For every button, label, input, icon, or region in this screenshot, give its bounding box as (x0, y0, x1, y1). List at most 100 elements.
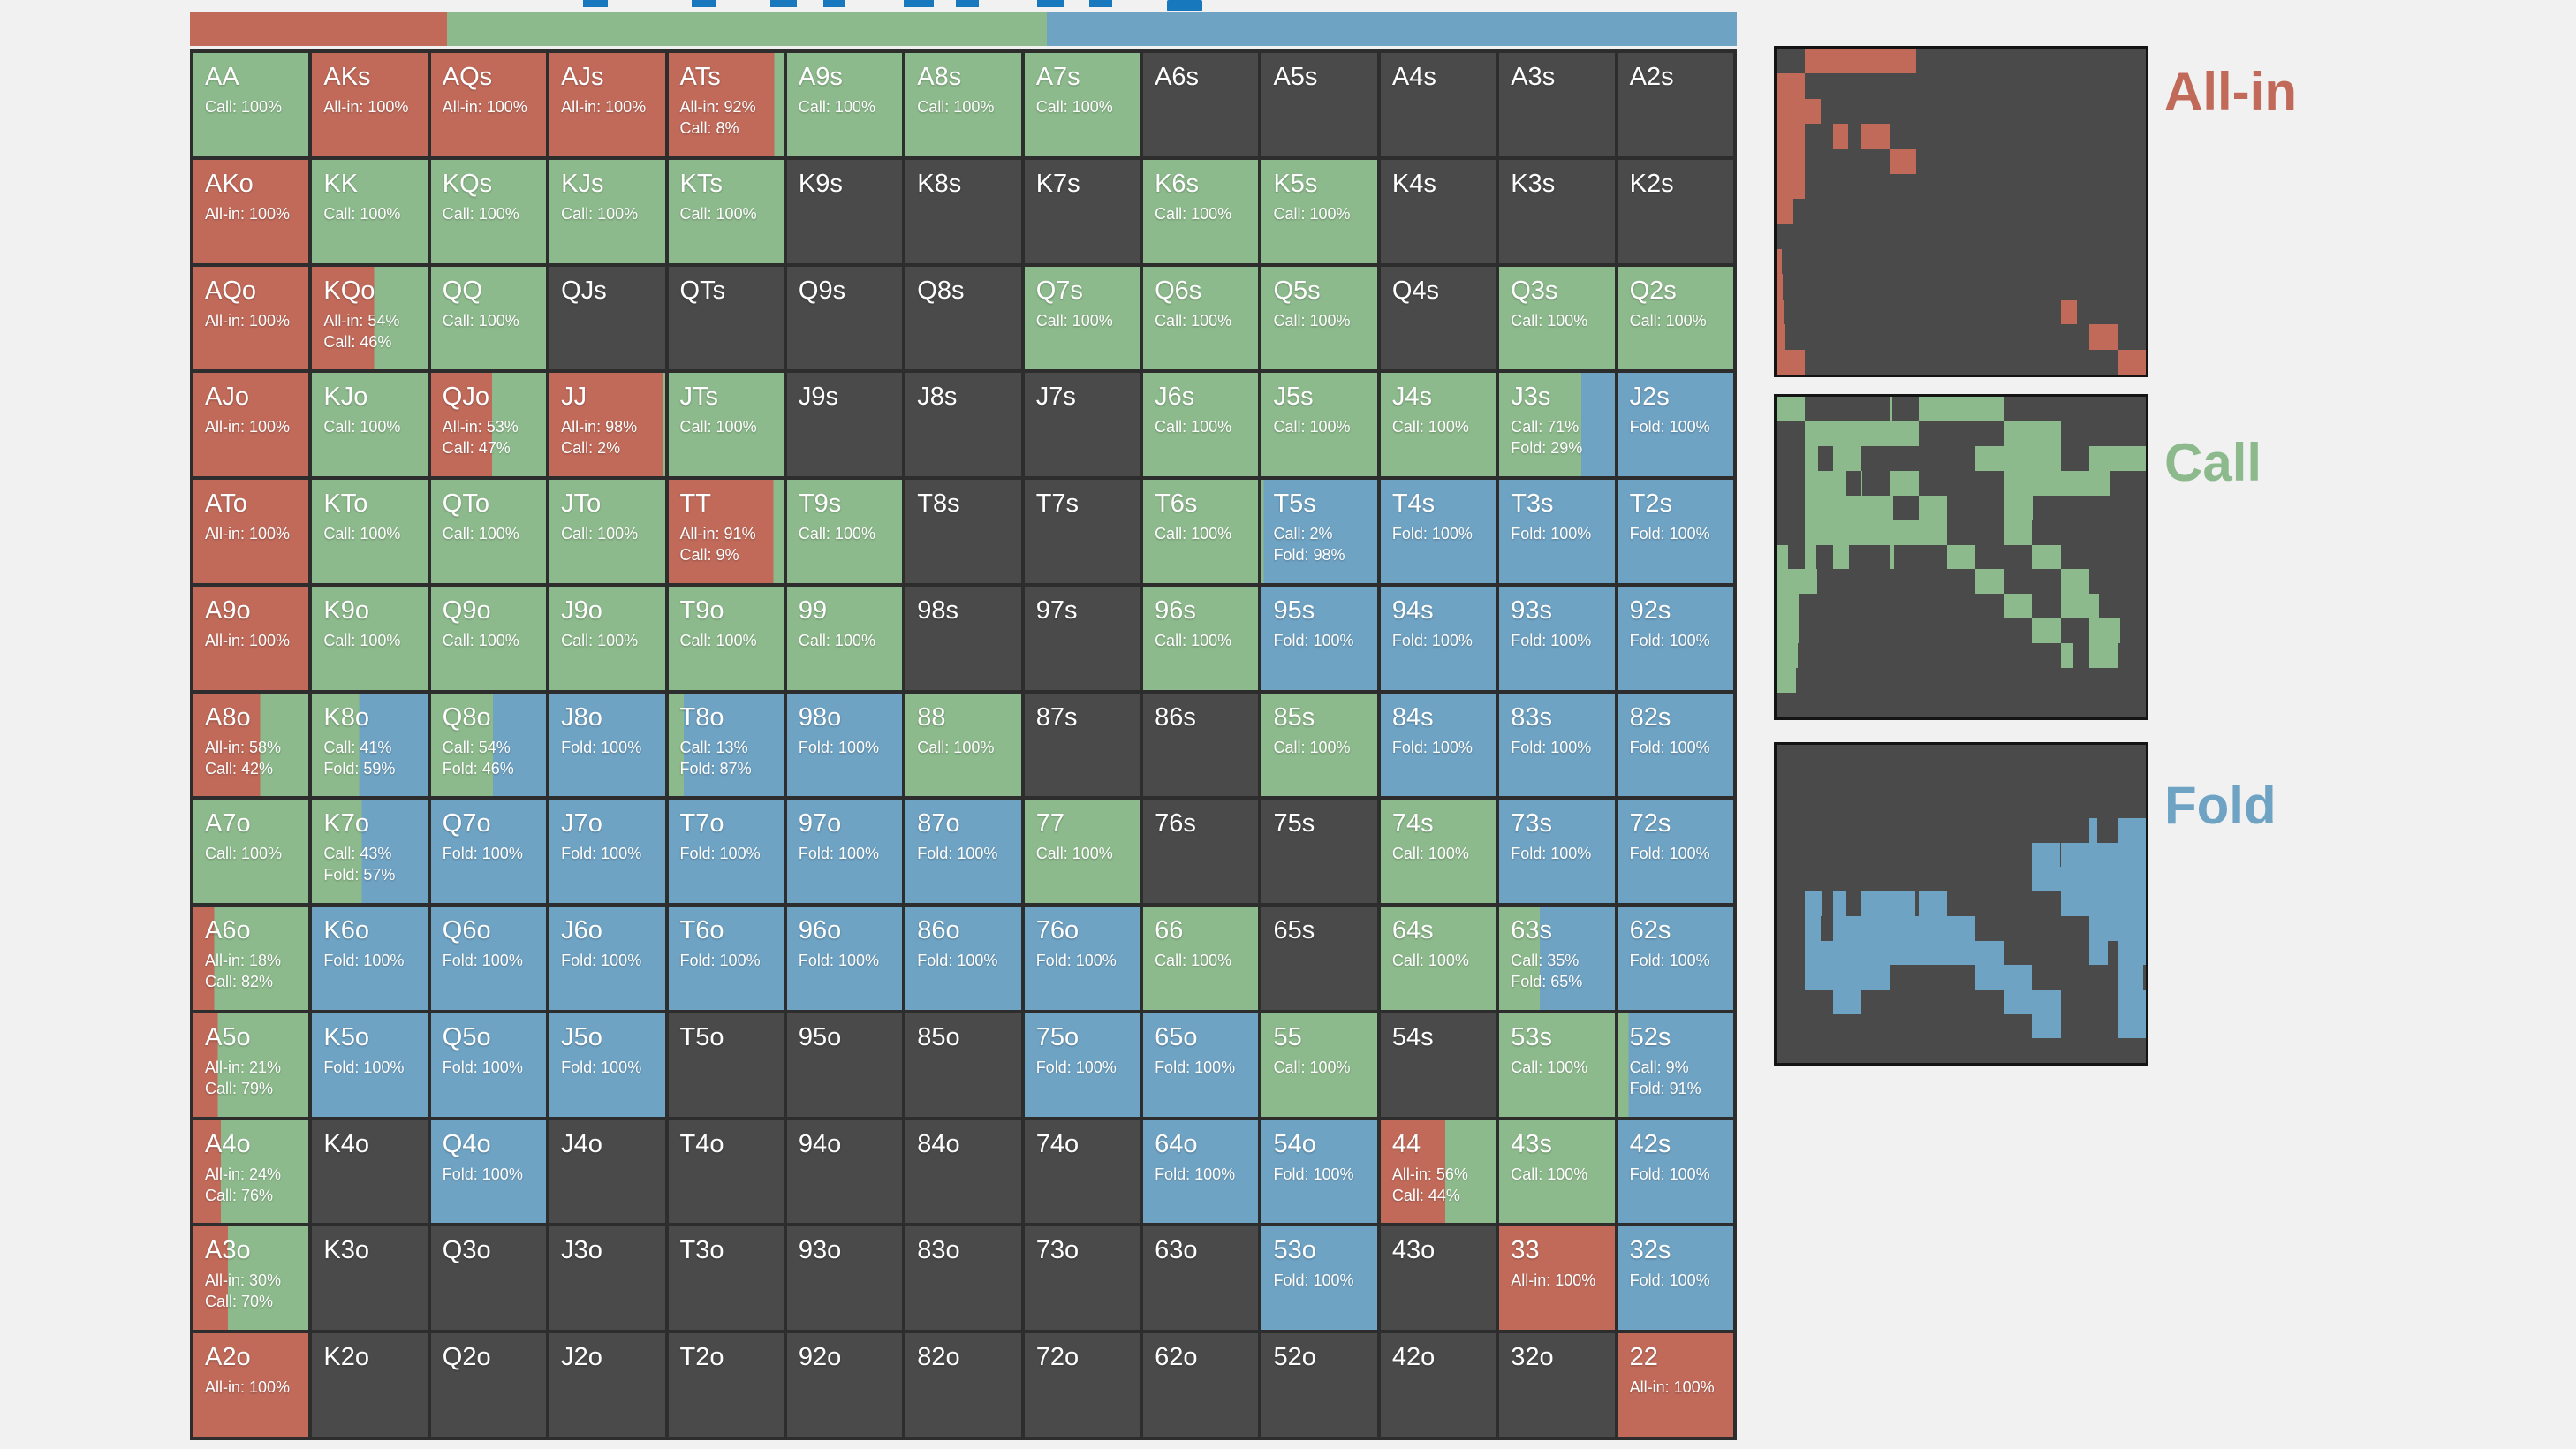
hand-cell-KTs[interactable]: KTs Call: 100% (668, 159, 784, 263)
hand-cell-Q9s[interactable]: Q9s (786, 266, 903, 370)
hand-cell-97s[interactable]: 97s (1024, 586, 1140, 690)
hand-cell-82s[interactable]: 82s Fold: 100% (1618, 693, 1733, 797)
hand-cell-95s[interactable]: 95s Fold: 100% (1261, 586, 1377, 690)
hand-cell-J6o[interactable]: J6o Fold: 100% (549, 907, 665, 1010)
hand-cell-AA[interactable]: AA Call: 100% (193, 53, 309, 156)
hand-cell-Q7o[interactable]: Q7o Fold: 100% (430, 800, 547, 904)
hand-cell-Q4o[interactable]: Q4o Fold: 100% (430, 1119, 547, 1224)
hand-cell-Q9o[interactable]: Q9o Call: 100% (430, 586, 547, 690)
hand-cell-J7o[interactable]: J7o Fold: 100% (549, 800, 665, 904)
hand-cell-52o[interactable]: 52o (1261, 1333, 1377, 1437)
hand-cell-Q8s[interactable]: Q8s (905, 266, 1021, 370)
hand-cell-K5o[interactable]: K5o Fold: 100% (312, 1013, 428, 1117)
hand-cell-Q8o[interactable]: Q8o Call: 54% Fold: 46% (430, 693, 547, 797)
hand-cell-94s[interactable]: 94s Fold: 100% (1380, 586, 1496, 690)
hand-cell-T8s[interactable]: T8s (905, 480, 1021, 583)
hand-cell-43o[interactable]: 43o (1380, 1226, 1496, 1331)
hand-cell-A8s[interactable]: A8s Call: 100% (905, 53, 1021, 156)
hand-cell-85s[interactable]: 85s Call: 100% (1261, 693, 1377, 797)
hand-cell-A9s[interactable]: A9s Call: 100% (786, 53, 903, 156)
hand-cell-T8o[interactable]: T8o Call: 13% Fold: 87% (668, 693, 784, 797)
hand-cell-Q2o[interactable]: Q2o (430, 1333, 547, 1437)
hand-cell-93o[interactable]: 93o (786, 1226, 903, 1331)
hand-cell-KQo[interactable]: KQo All-in: 54% Call: 46% (312, 266, 428, 370)
hand-cell-T2o[interactable]: T2o (668, 1333, 784, 1437)
hand-cell-J7s[interactable]: J7s (1024, 373, 1140, 477)
hand-cell-86o[interactable]: 86o Fold: 100% (905, 907, 1021, 1010)
hand-cell-T3o[interactable]: T3o (668, 1226, 784, 1331)
hand-cell-A4o[interactable]: A4o All-in: 24% Call: 76% (193, 1119, 309, 1224)
hand-cell-T5o[interactable]: T5o (668, 1013, 784, 1117)
hand-cell-62s[interactable]: 62s Fold: 100% (1618, 907, 1733, 1010)
hand-cell-J4o[interactable]: J4o (549, 1119, 665, 1224)
hand-cell-K2s[interactable]: K2s (1618, 159, 1733, 263)
hand-cell-74o[interactable]: 74o (1024, 1119, 1140, 1224)
hand-cell-JTo[interactable]: JTo Call: 100% (549, 480, 665, 583)
hand-cell-65o[interactable]: 65o Fold: 100% (1143, 1013, 1259, 1117)
hand-cell-76o[interactable]: 76o Fold: 100% (1024, 907, 1140, 1010)
hand-cell-KJs[interactable]: KJs Call: 100% (549, 159, 665, 263)
hand-cell-K5s[interactable]: K5s Call: 100% (1261, 159, 1377, 263)
hand-cell-T5s[interactable]: T5s Call: 2% Fold: 98% (1261, 480, 1377, 583)
hand-cell-Q7s[interactable]: Q7s Call: 100% (1024, 266, 1140, 370)
hand-cell-J2s[interactable]: J2s Fold: 100% (1618, 373, 1733, 477)
hand-cell-T9o[interactable]: T9o Call: 100% (668, 586, 784, 690)
hand-cell-J2o[interactable]: J2o (549, 1333, 665, 1437)
hand-cell-K9o[interactable]: K9o Call: 100% (312, 586, 428, 690)
hand-cell-84o[interactable]: 84o (905, 1119, 1021, 1224)
hand-cell-66[interactable]: 66 Call: 100% (1143, 907, 1259, 1010)
hand-cell-92s[interactable]: 92s Fold: 100% (1618, 586, 1733, 690)
hand-cell-ATo[interactable]: ATo All-in: 100% (193, 480, 309, 583)
hand-cell-AKs[interactable]: AKs All-in: 100% (312, 53, 428, 156)
hand-cell-84s[interactable]: 84s Fold: 100% (1380, 693, 1496, 797)
hand-cell-87o[interactable]: 87o Fold: 100% (905, 800, 1021, 904)
hand-cell-63o[interactable]: 63o (1143, 1226, 1259, 1331)
hand-cell-K6o[interactable]: K6o Fold: 100% (312, 907, 428, 1010)
hand-cell-74s[interactable]: 74s Call: 100% (1380, 800, 1496, 904)
hand-cell-JTs[interactable]: JTs Call: 100% (668, 373, 784, 477)
hand-cell-95o[interactable]: 95o (786, 1013, 903, 1117)
hand-cell-82o[interactable]: 82o (905, 1333, 1021, 1437)
hand-cell-42o[interactable]: 42o (1380, 1333, 1496, 1437)
hand-cell-AJo[interactable]: AJo All-in: 100% (193, 373, 309, 477)
hand-cell-K2o[interactable]: K2o (312, 1333, 428, 1437)
hand-cell-AKo[interactable]: AKo All-in: 100% (193, 159, 309, 263)
hand-cell-Q3s[interactable]: Q3s Call: 100% (1499, 266, 1615, 370)
hand-cell-K8o[interactable]: K8o Call: 41% Fold: 59% (312, 693, 428, 797)
hand-cell-42s[interactable]: 42s Fold: 100% (1618, 1119, 1733, 1224)
hand-cell-AJs[interactable]: AJs All-in: 100% (549, 53, 665, 156)
hand-cell-T7o[interactable]: T7o Fold: 100% (668, 800, 784, 904)
hand-cell-64s[interactable]: 64s Call: 100% (1380, 907, 1496, 1010)
hand-cell-73s[interactable]: 73s Fold: 100% (1499, 800, 1615, 904)
hand-cell-55[interactable]: 55 Call: 100% (1261, 1013, 1377, 1117)
hand-cell-QJs[interactable]: QJs (549, 266, 665, 370)
hand-cell-A2o[interactable]: A2o All-in: 100% (193, 1333, 309, 1437)
hand-cell-53s[interactable]: 53s Call: 100% (1499, 1013, 1615, 1117)
hand-cell-33[interactable]: 33 All-in: 100% (1499, 1226, 1615, 1331)
hand-cell-T2s[interactable]: T2s Fold: 100% (1618, 480, 1733, 583)
hand-cell-75s[interactable]: 75s (1261, 800, 1377, 904)
hand-cell-A3s[interactable]: A3s (1499, 53, 1615, 156)
hand-cell-64o[interactable]: 64o Fold: 100% (1143, 1119, 1259, 1224)
hand-cell-T4s[interactable]: T4s Fold: 100% (1380, 480, 1496, 583)
hand-cell-T7s[interactable]: T7s (1024, 480, 1140, 583)
hand-cell-63s[interactable]: 63s Call: 35% Fold: 65% (1499, 907, 1615, 1010)
hand-cell-K6s[interactable]: K6s Call: 100% (1143, 159, 1259, 263)
hand-cell-54s[interactable]: 54s (1380, 1013, 1496, 1117)
hand-cell-97o[interactable]: 97o Fold: 100% (786, 800, 903, 904)
hand-cell-53o[interactable]: 53o Fold: 100% (1261, 1226, 1377, 1331)
hand-cell-AQs[interactable]: AQs All-in: 100% (430, 53, 547, 156)
hand-cell-Q2s[interactable]: Q2s Call: 100% (1618, 266, 1733, 370)
hand-cell-A5s[interactable]: A5s (1261, 53, 1377, 156)
hand-cell-KJo[interactable]: KJo Call: 100% (312, 373, 428, 477)
hand-cell-98s[interactable]: 98s (905, 586, 1021, 690)
hand-cell-A4s[interactable]: A4s (1380, 53, 1496, 156)
hand-cell-Q6o[interactable]: Q6o Fold: 100% (430, 907, 547, 1010)
hand-cell-52s[interactable]: 52s Call: 9% Fold: 91% (1618, 1013, 1733, 1117)
hand-cell-K9s[interactable]: K9s (786, 159, 903, 263)
hand-cell-T6s[interactable]: T6s Call: 100% (1143, 480, 1259, 583)
hand-cell-98o[interactable]: 98o Fold: 100% (786, 693, 903, 797)
hand-cell-QQ[interactable]: QQ Call: 100% (430, 266, 547, 370)
hand-cell-73o[interactable]: 73o (1024, 1226, 1140, 1331)
hand-cell-J9s[interactable]: J9s (786, 373, 903, 477)
